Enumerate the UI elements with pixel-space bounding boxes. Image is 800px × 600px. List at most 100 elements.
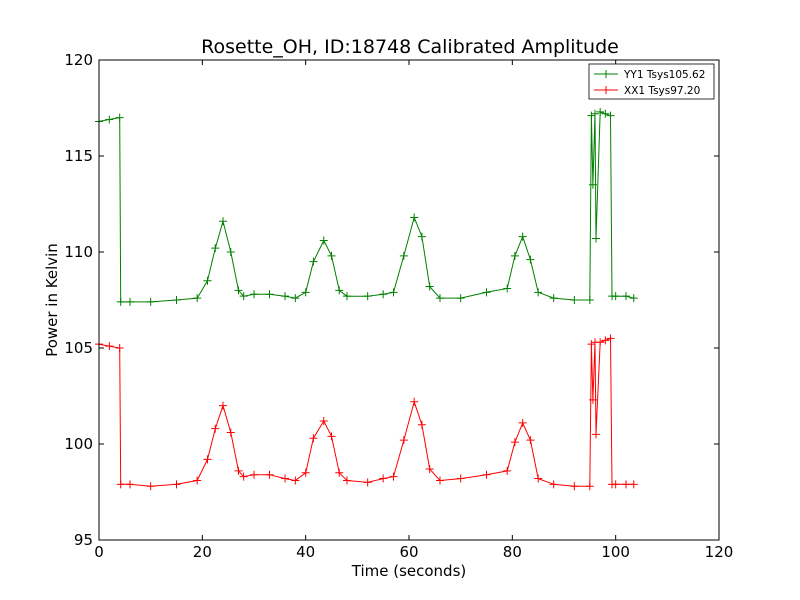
data-point bbox=[456, 294, 465, 303]
series-layer bbox=[95, 107, 638, 491]
data-point bbox=[510, 438, 519, 447]
data-point bbox=[601, 109, 610, 118]
data-point bbox=[606, 111, 615, 120]
data-point bbox=[526, 255, 535, 264]
y-tick-label-0: 95 bbox=[74, 531, 93, 549]
data-point bbox=[265, 290, 274, 299]
x-tick-label-5: 100 bbox=[601, 543, 630, 561]
series-0 bbox=[95, 107, 638, 306]
data-point bbox=[570, 296, 579, 304]
data-point bbox=[126, 297, 134, 306]
data-point bbox=[250, 470, 258, 479]
y-tick-label-5: 120 bbox=[64, 51, 93, 69]
data-point bbox=[389, 472, 398, 481]
data-point bbox=[503, 466, 512, 475]
data-point bbox=[482, 470, 491, 479]
data-point bbox=[105, 342, 114, 351]
data-point bbox=[549, 294, 558, 303]
data-point bbox=[425, 282, 434, 291]
data-point bbox=[510, 251, 519, 260]
data-point bbox=[379, 474, 388, 483]
data-point bbox=[105, 115, 114, 124]
data-point bbox=[239, 292, 248, 301]
data-point bbox=[587, 111, 596, 120]
data-point bbox=[343, 292, 351, 301]
data-point bbox=[417, 420, 426, 429]
data-point bbox=[126, 480, 134, 489]
data-point bbox=[410, 213, 419, 222]
data-point bbox=[570, 482, 579, 491]
data-point bbox=[379, 290, 388, 299]
data-point bbox=[172, 296, 181, 304]
series-1 bbox=[95, 334, 638, 491]
data-point bbox=[226, 248, 235, 256]
data-point bbox=[309, 257, 318, 266]
data-point bbox=[592, 234, 601, 243]
data-point bbox=[219, 217, 227, 226]
data-point bbox=[172, 480, 181, 489]
x-axis-title: Time (seconds) bbox=[351, 562, 467, 580]
data-point bbox=[503, 284, 512, 293]
data-point bbox=[456, 474, 465, 483]
data-point bbox=[534, 288, 543, 297]
data-point bbox=[591, 109, 599, 118]
data-point bbox=[335, 468, 344, 477]
data-point bbox=[291, 476, 300, 485]
ticks-layer: 0 20 40 60 80 100 120 95 100 105 110 115 120 bbox=[64, 51, 733, 561]
data-point bbox=[301, 288, 310, 297]
data-point bbox=[343, 476, 351, 485]
data-point bbox=[116, 480, 125, 489]
legend: YY1 Tsys105.62 XX1 Tsys97.20 bbox=[588, 63, 715, 100]
data-point bbox=[629, 480, 638, 489]
y-tick-label-3: 110 bbox=[64, 243, 93, 261]
data-point bbox=[596, 338, 605, 347]
data-point bbox=[219, 401, 227, 410]
data-point bbox=[239, 472, 248, 481]
data-point bbox=[115, 113, 124, 122]
legend-marker-1 bbox=[602, 86, 610, 94]
data-point bbox=[265, 470, 274, 479]
data-point bbox=[146, 297, 155, 306]
data-point bbox=[606, 334, 615, 343]
data-point bbox=[234, 286, 243, 295]
data-point bbox=[211, 244, 220, 253]
x-tick-label-3: 60 bbox=[399, 543, 418, 561]
x-tick-label-6: 120 bbox=[705, 543, 734, 561]
data-point bbox=[363, 292, 372, 301]
data-point bbox=[319, 236, 328, 245]
data-point bbox=[115, 344, 124, 352]
data-point bbox=[203, 276, 212, 285]
data-point bbox=[601, 336, 610, 345]
data-point bbox=[425, 464, 434, 473]
data-point bbox=[363, 478, 372, 487]
legend-marker-0 bbox=[602, 70, 610, 78]
data-point bbox=[587, 340, 596, 349]
x-tick-label-4: 80 bbox=[503, 543, 522, 561]
data-point bbox=[588, 395, 597, 404]
legend-box bbox=[588, 63, 715, 100]
y-axis-title: Power in Kelvin bbox=[43, 243, 61, 357]
y-tick-label-1: 100 bbox=[64, 435, 93, 453]
data-point bbox=[146, 482, 155, 491]
data-point bbox=[291, 294, 300, 303]
data-point bbox=[250, 290, 258, 299]
y-tick-label-4: 115 bbox=[64, 147, 93, 165]
data-point bbox=[389, 288, 398, 297]
data-point bbox=[596, 107, 605, 116]
data-point bbox=[622, 292, 630, 301]
data-point bbox=[335, 286, 344, 295]
data-point bbox=[518, 232, 527, 241]
x-tick-label-0: 0 bbox=[94, 543, 104, 561]
data-point bbox=[309, 434, 318, 443]
data-point bbox=[611, 480, 620, 489]
y-tick-label-2: 105 bbox=[64, 339, 93, 357]
data-point bbox=[549, 480, 558, 489]
data-point bbox=[116, 297, 125, 306]
legend-label-0: YY1 Tsys105.62 bbox=[623, 69, 705, 81]
data-point bbox=[193, 294, 202, 303]
data-point bbox=[588, 180, 597, 189]
legend-label-1: XX1 Tsys97.20 bbox=[624, 85, 700, 97]
data-point bbox=[585, 482, 594, 491]
data-point bbox=[410, 397, 419, 406]
